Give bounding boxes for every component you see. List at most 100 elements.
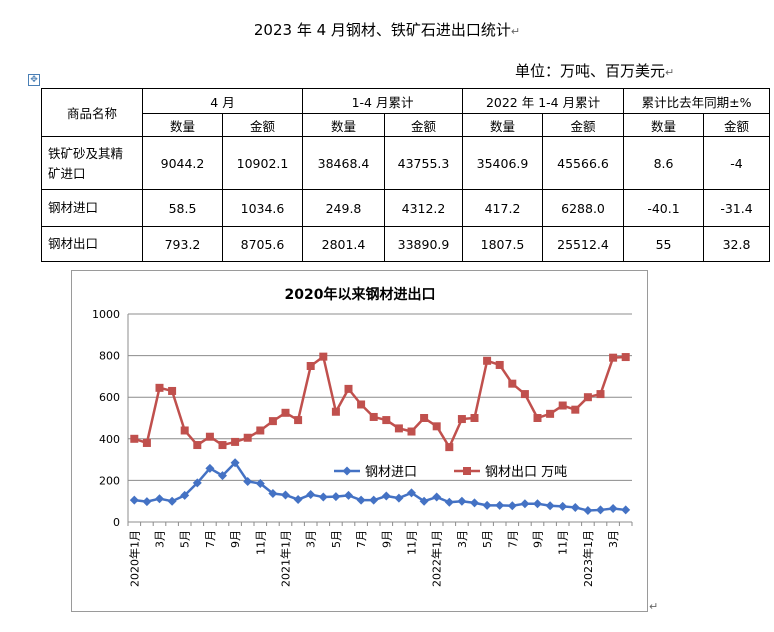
- data-point-square: [382, 416, 391, 425]
- data-point-diamond: [356, 495, 366, 505]
- table-cell: -31.4: [703, 189, 771, 227]
- subheader-quantity: 数量: [142, 113, 223, 137]
- data-point-square: [155, 383, 164, 392]
- x-tick-label: 7月: [506, 530, 519, 548]
- data-point-square: [319, 352, 328, 361]
- x-tick-label: 11月: [406, 530, 419, 555]
- data-point-diamond: [180, 490, 190, 500]
- table-cell: 43755.3: [383, 136, 464, 190]
- table-cell: 8.6: [623, 136, 705, 190]
- data-point-square: [520, 390, 529, 399]
- x-tick-label: 3月: [154, 530, 167, 548]
- data-point-square: [583, 393, 592, 402]
- subheader-quantity: 数量: [462, 113, 544, 137]
- data-point-diamond: [621, 505, 631, 515]
- header-yoy-change: 累计比去年同期±%: [623, 88, 771, 114]
- x-tick-label: 2021年1月: [279, 530, 293, 587]
- paragraph-mark: ↵: [649, 600, 659, 613]
- data-point-diamond: [142, 497, 152, 507]
- subheader-amount: 金额: [383, 113, 464, 137]
- data-point-diamond: [155, 494, 164, 504]
- data-point-square: [193, 441, 202, 450]
- table-cell: 4312.2: [383, 189, 464, 227]
- row-name-steel-export: 钢材出口: [41, 226, 143, 262]
- data-point-square: [495, 360, 504, 369]
- data-point-square: [407, 427, 416, 436]
- data-point-diamond: [167, 496, 177, 506]
- y-tick-label: 200: [99, 474, 120, 487]
- table-cell: 55: [623, 226, 705, 262]
- data-point-diamond: [318, 492, 328, 502]
- legend-label: 钢材出口 万吨: [485, 465, 567, 480]
- data-point-diamond: [331, 492, 341, 502]
- data-point-diamond: [306, 490, 316, 500]
- table-move-handle-icon[interactable]: ✥: [28, 74, 40, 86]
- subheader-quantity: 数量: [623, 113, 705, 137]
- y-tick-label: 0: [113, 516, 120, 529]
- data-point-square: [142, 438, 151, 447]
- data-point-square: [268, 417, 277, 426]
- x-tick-label: 9月: [229, 530, 242, 548]
- data-point-square: [445, 443, 454, 452]
- data-point-square: [621, 353, 630, 362]
- subheader-amount: 金额: [222, 113, 303, 137]
- data-point-square: [558, 401, 567, 410]
- data-point-square: [306, 362, 315, 370]
- table-cell: 249.8: [302, 189, 385, 227]
- table-cell: 1807.5: [462, 226, 544, 262]
- data-point-diamond: [432, 492, 442, 502]
- y-tick-label: 1000: [92, 308, 120, 321]
- header-april: 4 月: [142, 88, 303, 114]
- steel-trade-chart[interactable]: 2020年以来钢材进出口 0 200 400 600 800 1000 2020年1月 3月 5月…: [71, 270, 648, 612]
- series-line-1: [134, 461, 626, 512]
- x-tick-label: 5月: [330, 530, 343, 548]
- header-jan-apr-cumulative: 1-4 月累计: [301, 88, 464, 114]
- data-point-square: [130, 434, 139, 443]
- data-point-square: [256, 426, 265, 435]
- data-point-diamond: [293, 495, 303, 505]
- x-tick-label: 7月: [204, 530, 217, 548]
- data-point-square: [533, 414, 542, 422]
- chart-title: 2020年以来钢材进出口: [285, 286, 436, 303]
- legend-marker-diamond: [342, 466, 352, 476]
- y-tick-label: 600: [99, 391, 120, 404]
- data-point-diamond: [457, 496, 467, 506]
- table-cell: 793.2: [142, 226, 223, 262]
- table-cell: 38468.4: [302, 136, 385, 190]
- data-point-square: [483, 356, 492, 365]
- x-tick-label: 3月: [456, 530, 469, 548]
- data-point-square: [432, 422, 441, 431]
- data-point-diamond: [381, 491, 391, 501]
- data-point-square: [596, 390, 605, 399]
- y-tick-label: 800: [99, 350, 120, 363]
- table-cell: 32.8: [703, 226, 771, 262]
- data-point-diamond: [608, 503, 618, 513]
- x-tick-label: 2023年1月: [581, 530, 595, 587]
- data-point-diamond: [230, 458, 240, 468]
- data-point-diamond: [281, 490, 290, 500]
- table-cell: 45566.6: [542, 136, 625, 190]
- data-point-diamond: [394, 493, 404, 503]
- table-cell: 6288.0: [542, 189, 625, 227]
- x-tick-label: 2022年1月: [430, 530, 444, 587]
- table-cell: 417.2: [462, 189, 544, 227]
- data-point-diamond: [583, 506, 593, 516]
- data-point-square: [571, 405, 580, 414]
- data-point-diamond: [344, 490, 353, 500]
- table-cell: 35406.9: [462, 136, 544, 190]
- data-point-square: [243, 433, 252, 442]
- y-tick-label: 400: [99, 433, 120, 446]
- table-row: 钢材出口 793.2 8705.6 2801.4 33890.9 1807.5 …: [41, 226, 771, 262]
- x-tick-label: 2020年1月: [127, 530, 141, 587]
- data-point-square: [546, 409, 555, 418]
- x-tick-label: 5月: [481, 530, 494, 548]
- data-point-diamond: [507, 501, 517, 511]
- data-point-diamond: [495, 500, 505, 510]
- data-point-square: [180, 426, 189, 435]
- table-cell: -40.1: [623, 189, 705, 227]
- data-point-diamond: [419, 496, 429, 506]
- data-point-square: [357, 400, 366, 409]
- table-cell: 1034.6: [222, 189, 303, 227]
- x-tick-label: 3月: [305, 530, 318, 548]
- data-point-diamond: [545, 501, 555, 511]
